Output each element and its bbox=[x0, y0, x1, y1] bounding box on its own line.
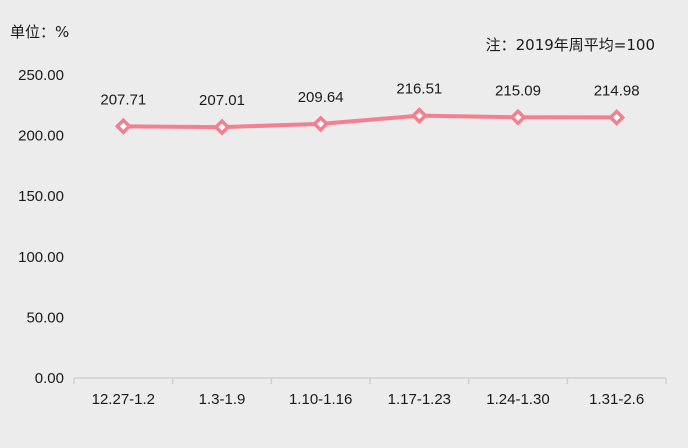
data-point-marker bbox=[114, 117, 132, 135]
data-point-marker bbox=[509, 108, 527, 126]
x-tick-label: 1.31-2.6 bbox=[589, 391, 644, 408]
y-axis-ticks: 0.00 50.00 100.00 150.00 200.00 250.00 bbox=[18, 67, 64, 387]
x-tick-label: 1.10-1.16 bbox=[289, 391, 352, 408]
data-label: 209.64 bbox=[298, 89, 344, 106]
y-tick-label: 200.00 bbox=[18, 128, 64, 145]
data-point-marker bbox=[312, 115, 330, 133]
data-labels: 207.71 207.01 209.64 216.51 215.09 214.98 bbox=[100, 81, 639, 110]
y-tick-label: 100.00 bbox=[18, 249, 64, 266]
x-tick-label: 1.3-1.9 bbox=[199, 391, 246, 408]
note-label: 注：2019年周平均=100 bbox=[486, 36, 655, 54]
x-tick-label: 12.27-1.2 bbox=[92, 391, 155, 408]
x-axis-ticks: 12.27-1.2 1.3-1.9 1.10-1.16 1.17-1.23 1.24-1… bbox=[73, 378, 667, 408]
y-tick-label: 250.00 bbox=[18, 67, 64, 84]
y-tick-label: 0.00 bbox=[35, 370, 64, 387]
x-tick-label: 1.24-1.30 bbox=[486, 391, 549, 408]
series-line bbox=[123, 113, 617, 130]
data-label: 215.09 bbox=[495, 82, 541, 99]
y-tick-label: 150.00 bbox=[18, 188, 64, 205]
y-tick-label: 50.00 bbox=[26, 309, 64, 326]
data-label: 214.98 bbox=[594, 82, 640, 99]
data-point-marker bbox=[608, 108, 626, 126]
unit-label: 单位：% bbox=[10, 23, 69, 41]
data-label: 216.51 bbox=[396, 81, 442, 98]
data-point-marker bbox=[213, 118, 231, 136]
x-tick-label: 1.17-1.23 bbox=[388, 391, 451, 408]
data-label: 207.71 bbox=[100, 91, 146, 108]
series-markers bbox=[114, 107, 626, 136]
data-point-marker bbox=[410, 107, 428, 125]
data-label: 207.01 bbox=[199, 92, 245, 109]
